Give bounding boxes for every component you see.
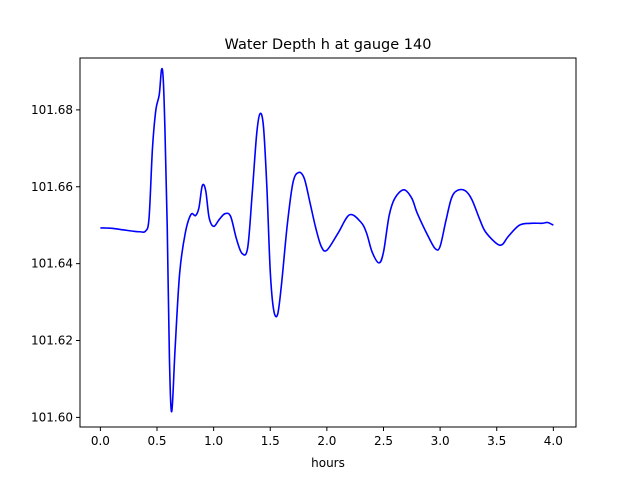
x-tick-label: 0.0: [91, 434, 110, 448]
x-tick-label: 3.5: [487, 434, 506, 448]
x-tick-label: 2.0: [317, 434, 336, 448]
x-tick-label: 4.0: [544, 434, 563, 448]
y-tick-label: 101.68: [31, 103, 73, 117]
x-axis-ticks: 0.0 0.5 1.0 1.5 2.0 2.5 3.0 3.5 4.0: [91, 427, 563, 448]
y-tick-label: 101.64: [31, 257, 73, 271]
x-tick-label: 3.0: [431, 434, 450, 448]
y-axis-ticks: 101.60 101.62 101.64 101.66 101.68: [31, 103, 80, 424]
x-tick-label: 1.5: [261, 434, 280, 448]
series-line: [100, 67, 554, 413]
x-tick-label: 2.5: [374, 434, 393, 448]
plot-frame: [79, 57, 577, 428]
x-tick-label: 1.0: [204, 434, 223, 448]
y-tick-label: 101.60: [31, 410, 73, 424]
y-tick-label: 101.66: [31, 180, 73, 194]
series-group: [100, 67, 554, 413]
chart-title: Water Depth h at gauge 140: [225, 37, 432, 53]
y-tick-label: 101.62: [31, 334, 73, 348]
x-tick-label: 0.5: [147, 434, 166, 448]
x-axis-label: hours: [311, 456, 345, 470]
